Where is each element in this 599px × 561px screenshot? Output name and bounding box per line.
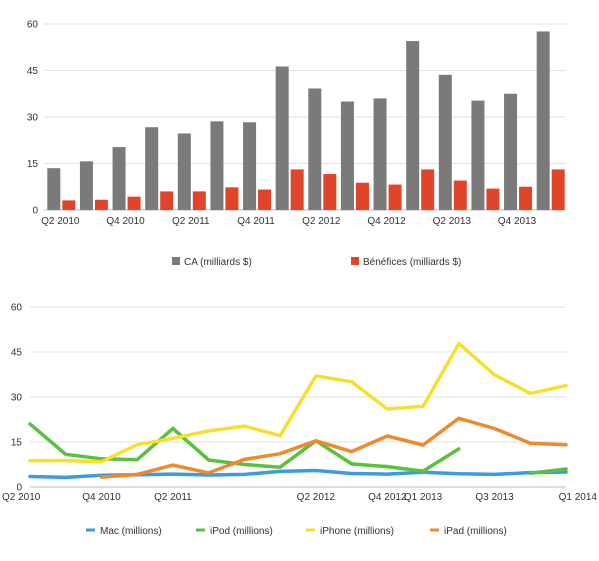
bar-x-tick-label: Q2 2012 — [302, 216, 341, 227]
line-x-tick-label: Q2 2011 — [154, 492, 192, 503]
bar-b-n-fices-milliards-q2-2010 — [62, 200, 76, 210]
bar-b-n-fices-milliards-q4-2010 — [127, 196, 141, 210]
bar-b-n-fices-milliards-q1-2012 — [290, 169, 304, 210]
line-y-tick-label: 30 — [11, 393, 23, 404]
bar-ca-milliards-q4-2012 — [373, 98, 387, 210]
bar-b-n-fices-milliards-q2-2011 — [192, 191, 206, 210]
line-y-tick-label: 15 — [11, 438, 23, 449]
line-legend-label: Mac (millions) — [100, 526, 162, 537]
bar-b-n-fices-milliards-q3-2013 — [486, 188, 500, 210]
line-series-ipod-millions — [28, 422, 461, 473]
bar-ca-milliards-q2-2010 — [47, 168, 61, 210]
bar-x-tick-label: Q2 2013 — [433, 216, 472, 227]
line-series-ipod-millions — [528, 467, 568, 475]
bar-ca-milliards-q3-2011 — [210, 121, 224, 210]
bar-legend-swatch-b-n-fices-milliards — [351, 257, 359, 265]
line-series-iphone-millions — [28, 341, 568, 464]
bar-x-tick-label: Q4 2013 — [498, 216, 537, 227]
bar-ca-milliards-q1-2012 — [275, 66, 289, 210]
line-legend-label: iPhone (millions) — [320, 526, 394, 537]
bar-ca-milliards-q2-2011 — [177, 133, 191, 210]
line-x-tick-label: Q4 2012 — [368, 492, 407, 503]
bar-b-n-fices-milliards-q3-2012 — [355, 182, 369, 210]
line-series-ipad-millions — [99, 416, 568, 479]
bar-ca-milliards-q2-2012 — [308, 88, 322, 210]
line-x-tick-label: Q4 2010 — [82, 492, 121, 503]
bar-chart-legend: CA (milliards $) Bénéfices (milliards $) — [172, 257, 461, 268]
bar-b-n-fices-milliards-q2-2013 — [453, 180, 467, 210]
line-x-tick-label: Q3 2013 — [475, 492, 514, 503]
bar-ca-milliards-q1-2014 — [536, 31, 550, 210]
bar-ca-milliards-q1-2011 — [145, 127, 159, 210]
line-x-tick-label: Q2 2012 — [297, 492, 336, 503]
bar-x-tick-label: Q4 2012 — [367, 216, 406, 227]
bar-b-n-fices-milliards-q4-2011 — [258, 189, 272, 210]
line-legend-label: iPad (millions) — [444, 526, 507, 537]
bar-b-n-fices-milliards-q1-2013 — [421, 169, 435, 210]
bar-x-tick-label: Q4 2011 — [237, 216, 275, 227]
bar-y-tick-label: 30 — [27, 113, 39, 124]
bar-y-tick-label: 45 — [27, 66, 39, 77]
bar-b-n-fices-milliards-q3-2010 — [94, 199, 108, 210]
bar-x-tick-label: Q4 2010 — [106, 216, 145, 227]
line-x-tick-label: Q2 2010 — [2, 492, 41, 503]
bar-ca-milliards-q1-2013 — [406, 41, 420, 210]
line-x-tick-label: Q1 2013 — [404, 492, 443, 503]
bar-ca-milliards-q4-2013 — [504, 93, 518, 210]
bar-ca-milliards-q3-2013 — [471, 100, 485, 210]
bar-ca-milliards-q3-2010 — [79, 161, 93, 210]
bar-b-n-fices-milliards-q1-2011 — [160, 191, 174, 210]
bar-x-tick-label: Q2 2010 — [41, 216, 80, 227]
revenue-profit-bar-chart: 0 15 30 45 60 Q2 2010 Q4 2010 Q2 2011 Q4 2011 Q2 … — [27, 20, 566, 227]
line-x-tick-label: Q1 2014 — [559, 492, 598, 503]
product-units-line-chart: 0 15 30 45 60 Q2 2010 Q4 2010 Q2 2011 Q2 2012 Q4 … — [2, 303, 597, 504]
bar-y-tick-label: 0 — [32, 206, 38, 217]
bar-b-n-fices-milliards-q1-2014 — [551, 169, 565, 210]
bar-legend-label: CA (milliards $) — [184, 257, 252, 268]
line-legend-label: iPod (millions) — [210, 526, 273, 537]
line-y-tick-label: 45 — [11, 348, 23, 359]
line-y-tick-label: 60 — [11, 303, 23, 314]
bar-y-tick-label: 60 — [27, 20, 39, 31]
bar-ca-milliards-q4-2011 — [243, 122, 257, 210]
bar-b-n-fices-milliards-q4-2012 — [388, 184, 402, 210]
line-chart-legend: Mac (millions) iPod (millions) iPhone (mil… — [86, 526, 507, 537]
bar-legend-label: Bénéfices (milliards $) — [363, 257, 461, 268]
bar-ca-milliards-q4-2010 — [112, 147, 126, 210]
bar-b-n-fices-milliards-q3-2011 — [225, 187, 239, 210]
bar-ca-milliards-q3-2012 — [340, 101, 354, 210]
bar-x-tick-label: Q2 2011 — [172, 216, 210, 227]
bar-y-tick-label: 15 — [27, 159, 39, 170]
line-y-tick-label: 0 — [16, 483, 22, 494]
bar-b-n-fices-milliards-q2-2012 — [323, 174, 337, 210]
bar-ca-milliards-q2-2013 — [438, 74, 452, 210]
bar-b-n-fices-milliards-q4-2013 — [519, 186, 533, 210]
bar-legend-swatch-ca-milliards — [172, 257, 180, 265]
